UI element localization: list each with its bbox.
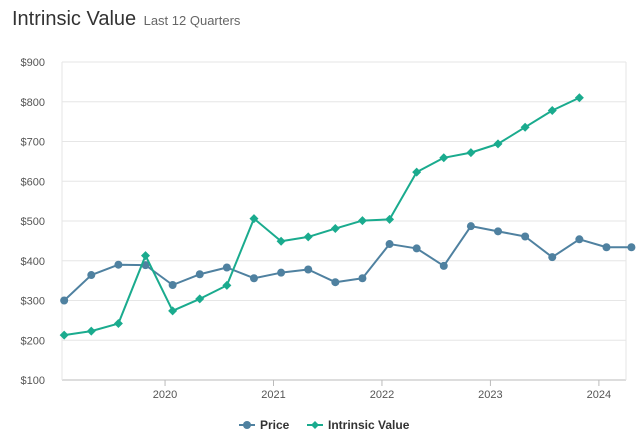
y-tick-label: $200 [21,335,45,347]
data-point-intrinsic-value[interactable] [303,232,313,242]
data-point-intrinsic-value[interactable] [520,122,530,132]
plot-area [59,93,636,340]
data-point-intrinsic-value[interactable] [113,319,123,329]
y-tick-label: $800 [21,97,45,109]
data-point-intrinsic-value[interactable] [222,280,232,290]
x-tick-label: 2024 [587,389,611,401]
data-point-intrinsic-value[interactable] [439,153,449,163]
legend[interactable]: Price Intrinsic Value [239,418,410,432]
data-point-price[interactable] [494,227,503,236]
data-point-price[interactable] [602,243,611,252]
data-point-price[interactable] [114,260,123,269]
data-point-price[interactable] [466,222,475,231]
data-point-price[interactable] [222,263,231,272]
data-point-intrinsic-value[interactable] [385,214,395,224]
data-point-intrinsic-value[interactable] [547,105,557,115]
data-point-price[interactable] [249,274,258,283]
x-tick-label: 2023 [478,389,502,401]
legend-marker-diamond-icon [311,421,319,429]
data-point-price[interactable] [439,261,448,270]
y-tick-label: $400 [21,256,45,268]
data-point-intrinsic-value[interactable] [141,251,151,261]
legend-marker-circle-icon [243,421,251,429]
data-point-price[interactable] [304,265,313,274]
data-point-intrinsic-value[interactable] [195,294,205,304]
data-point-price[interactable] [195,270,204,279]
legend-item-intrinsic-value[interactable]: Intrinsic Value [307,418,410,432]
data-point-intrinsic-value[interactable] [59,330,69,340]
x-tick-label: 2021 [261,389,285,401]
data-point-price[interactable] [521,232,530,241]
data-point-intrinsic-value[interactable] [86,326,96,336]
y-tick-label: $700 [21,137,45,149]
data-point-price[interactable] [548,253,557,262]
legend-label: Intrinsic Value [328,418,410,432]
data-point-intrinsic-value[interactable] [412,167,422,177]
data-point-intrinsic-value[interactable] [574,93,584,103]
legend-item-price[interactable]: Price [239,418,290,432]
data-point-intrinsic-value[interactable] [493,139,503,149]
series-line-intrinsic-value [64,96,580,337]
data-point-intrinsic-value[interactable] [168,306,178,316]
x-tick-label: 2020 [153,389,177,401]
data-point-price[interactable] [168,280,177,289]
grid-lines [61,61,627,381]
data-point-price[interactable] [385,240,394,249]
chart-subtitle: Last 12 Quarters [143,13,241,28]
data-point-price[interactable] [575,235,584,244]
chart-header: Intrinsic Value Last 12 Quarters [12,8,240,31]
data-point-intrinsic-value[interactable] [249,214,259,224]
data-point-intrinsic-value[interactable] [357,216,367,226]
x-axis: 2020 2021 2022 2023 2024 [153,380,611,401]
data-point-price[interactable] [358,274,367,283]
chart-title: Intrinsic Value [12,8,137,30]
data-point-intrinsic-value[interactable] [466,148,476,158]
series-line-price [63,225,632,302]
y-tick-label: $900 [21,57,45,69]
data-point-intrinsic-value[interactable] [276,236,286,246]
y-tick-label: $300 [21,296,45,308]
x-tick-label: 2022 [370,389,394,401]
y-axis: $100 $200 $300 $400 $500 $600 $700 $800 $900 [21,57,45,387]
y-tick-label: $500 [21,216,45,228]
data-point-price[interactable] [277,268,286,277]
data-point-price[interactable] [627,243,636,252]
data-point-price[interactable] [87,271,96,280]
y-tick-label: $600 [21,176,45,188]
y-tick-label: $100 [21,375,45,387]
data-point-price[interactable] [412,244,421,253]
data-point-price[interactable] [60,296,69,305]
legend-label: Price [260,418,290,432]
data-point-price[interactable] [331,278,340,287]
data-point-intrinsic-value[interactable] [330,224,340,234]
